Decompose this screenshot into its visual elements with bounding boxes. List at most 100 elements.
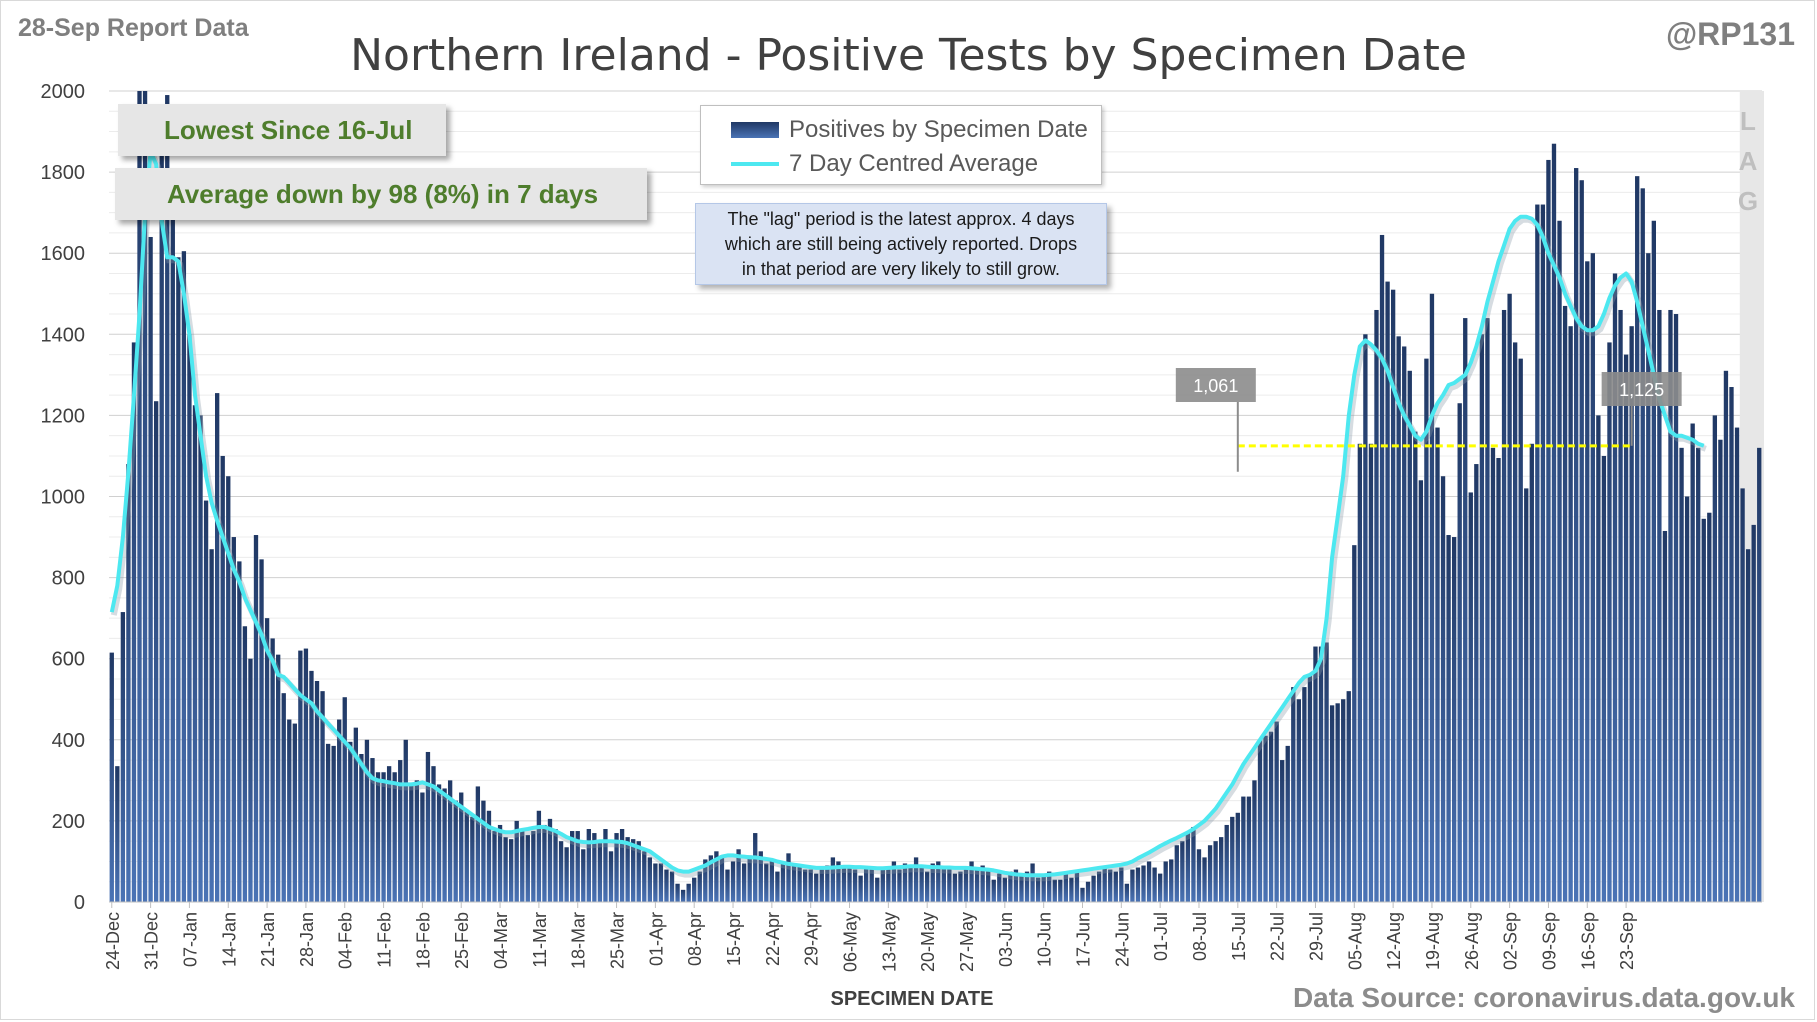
bar-series bbox=[109, 91, 1762, 903]
bar bbox=[830, 857, 836, 902]
bar bbox=[1096, 871, 1102, 902]
x-tick-label: 04-Feb bbox=[336, 912, 356, 969]
bar bbox=[209, 549, 214, 902]
lag-note-line: The "lag" period is the latest approx. 4… bbox=[727, 209, 1075, 229]
bar bbox=[1601, 455, 1607, 902]
bar bbox=[386, 766, 392, 902]
bar bbox=[287, 719, 292, 902]
legend: Positives by Specimen Date 7 Day Centred… bbox=[700, 105, 1102, 185]
bar bbox=[575, 831, 580, 902]
bar bbox=[780, 863, 786, 902]
average-line-shadow bbox=[110, 143, 1707, 882]
bar bbox=[1529, 443, 1534, 902]
bar bbox=[669, 871, 675, 902]
bar bbox=[1457, 403, 1462, 902]
bar bbox=[1684, 496, 1690, 902]
bar bbox=[1501, 309, 1507, 903]
bar bbox=[1224, 824, 1229, 902]
bar bbox=[1623, 354, 1629, 902]
bar bbox=[708, 855, 714, 902]
bar bbox=[1413, 431, 1418, 902]
bar bbox=[1490, 447, 1496, 902]
bar bbox=[420, 792, 425, 902]
bar bbox=[891, 861, 897, 902]
bar bbox=[370, 758, 375, 902]
bar bbox=[1618, 309, 1623, 903]
bar bbox=[1712, 415, 1718, 902]
bar bbox=[215, 393, 220, 902]
bar bbox=[1113, 871, 1118, 902]
bar bbox=[1418, 480, 1424, 902]
bar bbox=[1169, 859, 1174, 902]
bar bbox=[1707, 512, 1712, 902]
bar bbox=[1130, 869, 1135, 902]
bar bbox=[1374, 309, 1379, 903]
bar bbox=[697, 871, 702, 902]
bar bbox=[192, 405, 198, 902]
bar bbox=[447, 780, 453, 902]
x-tick-label: 24-Dec bbox=[103, 912, 123, 970]
bar bbox=[436, 784, 442, 902]
x-tick-label: 14-Jan bbox=[219, 912, 239, 967]
bar bbox=[1546, 159, 1551, 902]
report-date-label: 28-Sep Report Data bbox=[18, 14, 249, 42]
x-tick-label: 07-Jan bbox=[180, 912, 200, 967]
bar bbox=[1135, 867, 1141, 902]
x-tick-label: 19-Aug bbox=[1423, 912, 1443, 970]
bar bbox=[198, 415, 203, 902]
bar bbox=[176, 257, 181, 902]
lag-letter: A bbox=[1739, 146, 1758, 176]
bar bbox=[1740, 488, 1745, 902]
bar bbox=[581, 849, 586, 902]
average-change-text: Average down by 98 (8%) in 7 days bbox=[167, 178, 599, 209]
bar bbox=[459, 792, 464, 902]
x-tick-label: 26-Aug bbox=[1462, 912, 1482, 970]
bar bbox=[597, 843, 603, 902]
bar bbox=[181, 251, 187, 903]
bar bbox=[165, 95, 170, 903]
x-tick-label: 16-Sep bbox=[1578, 912, 1598, 970]
bar bbox=[1734, 427, 1740, 902]
bar bbox=[658, 863, 664, 902]
bar bbox=[1579, 180, 1584, 902]
bar bbox=[1052, 879, 1057, 902]
bar bbox=[1402, 346, 1407, 903]
x-tick-label: 15-Apr bbox=[724, 912, 744, 966]
bar bbox=[1341, 699, 1346, 902]
bar bbox=[1019, 875, 1024, 902]
bar bbox=[1640, 188, 1645, 902]
x-tick-label: 28-Jan bbox=[297, 912, 317, 967]
bar bbox=[1540, 204, 1546, 903]
bar bbox=[1629, 326, 1634, 902]
bar bbox=[508, 839, 514, 902]
bar bbox=[1163, 861, 1168, 902]
y-tick-label: 1800 bbox=[41, 162, 86, 184]
bar bbox=[1185, 833, 1191, 902]
bar bbox=[503, 837, 508, 902]
bar bbox=[863, 867, 869, 902]
bar bbox=[986, 871, 991, 902]
bar bbox=[1657, 309, 1662, 903]
y-tick-label: 1400 bbox=[41, 324, 86, 346]
bar bbox=[1612, 273, 1618, 903]
bar bbox=[1191, 826, 1196, 902]
bar bbox=[464, 810, 469, 902]
bar bbox=[115, 766, 120, 902]
bar bbox=[409, 784, 414, 902]
bar bbox=[570, 831, 575, 902]
bar bbox=[1180, 841, 1185, 902]
bar bbox=[470, 816, 475, 902]
y-axis: 0 200 400 600 800 1000 1200 1400 1600 1800 2000 bbox=[41, 81, 86, 914]
y-tick-label: 800 bbox=[52, 568, 85, 590]
bar bbox=[736, 849, 741, 902]
bar bbox=[886, 869, 891, 902]
x-tick-label: 05-Aug bbox=[1345, 912, 1365, 970]
bar bbox=[1246, 796, 1252, 902]
bar bbox=[1235, 812, 1240, 902]
bar bbox=[692, 877, 697, 902]
bar bbox=[170, 212, 175, 902]
bar bbox=[1257, 739, 1263, 902]
bar bbox=[1463, 318, 1468, 903]
x-tick-label: 25-Feb bbox=[452, 912, 472, 969]
bar bbox=[586, 829, 591, 902]
